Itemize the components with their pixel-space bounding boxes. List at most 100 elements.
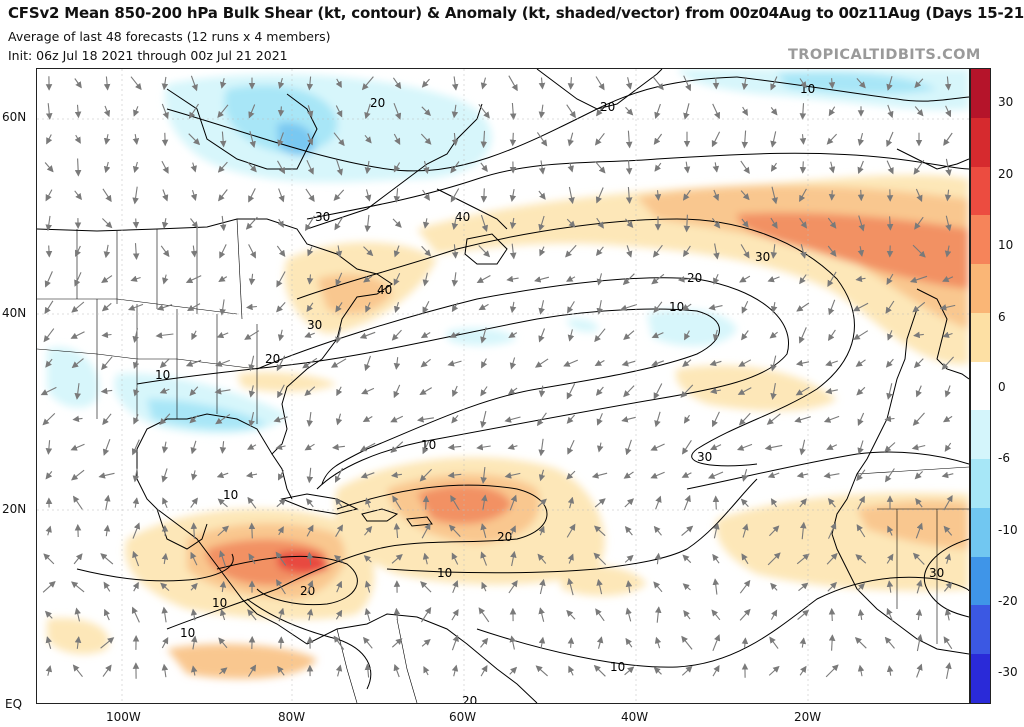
wind-vector	[277, 636, 285, 649]
wind-vector	[711, 131, 721, 148]
wind-vector	[740, 160, 750, 175]
wind-vector	[71, 301, 85, 313]
wind-vector	[567, 77, 575, 90]
wind-vector	[219, 244, 227, 259]
wind-vector	[682, 554, 692, 564]
wind-vector	[245, 471, 258, 479]
wind-vector	[393, 272, 401, 286]
colorbar-tick: -6	[998, 451, 1010, 465]
wind-vector	[594, 359, 605, 367]
wind-vector	[683, 214, 691, 233]
wind-vector	[447, 471, 462, 479]
wind-vector	[277, 218, 284, 228]
wind-vector	[480, 214, 489, 232]
wind-vector	[480, 77, 488, 90]
wind-vector	[103, 581, 111, 592]
contour-label: 30	[929, 566, 944, 580]
wind-vector	[248, 104, 256, 119]
wind-vector	[132, 468, 140, 483]
wind-vector	[393, 607, 401, 622]
contour-label: 30	[307, 318, 322, 332]
wind-vector	[335, 272, 343, 287]
wind-vector	[596, 217, 604, 229]
wind-vector	[393, 384, 401, 399]
wind-vector	[567, 637, 575, 648]
wind-vector	[539, 578, 546, 595]
wind-vector	[476, 443, 491, 451]
shear-anomaly-map: 20 30 40 40 30 20 10 10 20 30 10 10 30 2…	[36, 68, 970, 704]
wind-vector	[190, 75, 198, 92]
wind-vector	[945, 215, 952, 232]
wind-vector	[912, 301, 926, 313]
wind-vector	[480, 664, 488, 677]
wind-vector	[392, 495, 402, 510]
wind-vector	[942, 331, 953, 338]
wind-vector	[72, 495, 83, 510]
wind-vector	[306, 274, 314, 285]
wind-vector	[277, 470, 284, 481]
wind-vector	[795, 386, 810, 396]
wind-vector	[103, 244, 111, 259]
wind-vector	[567, 162, 574, 173]
wind-vector	[712, 495, 720, 510]
wind-vector	[363, 246, 374, 257]
wind-vector	[944, 76, 952, 91]
wind-vector	[248, 355, 255, 372]
wind-vector	[364, 103, 371, 120]
wind-vector	[359, 331, 376, 339]
contour-label: 20	[370, 96, 385, 110]
wind-vector	[130, 76, 142, 91]
wind-vector	[390, 441, 404, 454]
wind-vector	[680, 384, 694, 398]
wind-vector	[650, 471, 665, 479]
wind-vector	[944, 553, 951, 564]
wind-vector	[595, 76, 605, 91]
wind-vector	[74, 104, 82, 119]
wind-vector	[625, 607, 632, 622]
wind-vector	[538, 438, 545, 457]
wind-vector	[420, 606, 432, 623]
wind-vector	[740, 498, 749, 507]
shear-contours	[76, 76, 969, 690]
wind-vector	[277, 77, 285, 89]
wind-vector	[857, 132, 865, 146]
wind-vector	[799, 665, 807, 676]
wind-vector	[478, 607, 490, 623]
wind-vector	[741, 76, 749, 91]
wind-vector	[451, 664, 459, 677]
wind-vector	[622, 273, 635, 286]
wind-vector	[682, 359, 692, 368]
wind-vector	[538, 104, 546, 119]
wind-vector	[770, 162, 778, 172]
wind-vector	[277, 132, 284, 147]
map-canvas: 20 30 40 40 30 20 10 10 20 30 10 10 30 2…	[37, 69, 969, 703]
wind-vector	[127, 303, 144, 311]
wind-vector	[451, 552, 459, 565]
wind-vector	[683, 414, 691, 424]
colorbar-tick: 10	[998, 238, 1014, 252]
wind-vector	[654, 411, 661, 428]
wind-vector	[914, 78, 924, 89]
wind-vector	[45, 525, 52, 536]
wind-vector	[916, 633, 923, 652]
wind-vector	[741, 469, 749, 482]
wind-vector	[826, 133, 838, 145]
wind-vector	[857, 583, 865, 591]
wind-vector	[306, 524, 314, 537]
wind-vector	[712, 189, 720, 202]
wind-vector	[335, 78, 342, 89]
wind-vector	[915, 188, 923, 203]
wind-vector	[277, 665, 285, 676]
wind-vector	[741, 553, 749, 565]
wind-vector	[451, 244, 459, 259]
wind-vector	[651, 273, 665, 285]
wind-vector	[596, 413, 603, 426]
wind-vector	[190, 218, 199, 229]
wind-vector	[277, 106, 285, 117]
wind-vector	[915, 498, 923, 508]
wind-vector	[248, 411, 255, 427]
wind-vector	[508, 75, 518, 92]
wind-vector	[159, 358, 170, 369]
init-subtitle: Init: 06z Jul 18 2021 through 00z Jul 21…	[8, 48, 288, 63]
wind-vector	[422, 300, 430, 314]
